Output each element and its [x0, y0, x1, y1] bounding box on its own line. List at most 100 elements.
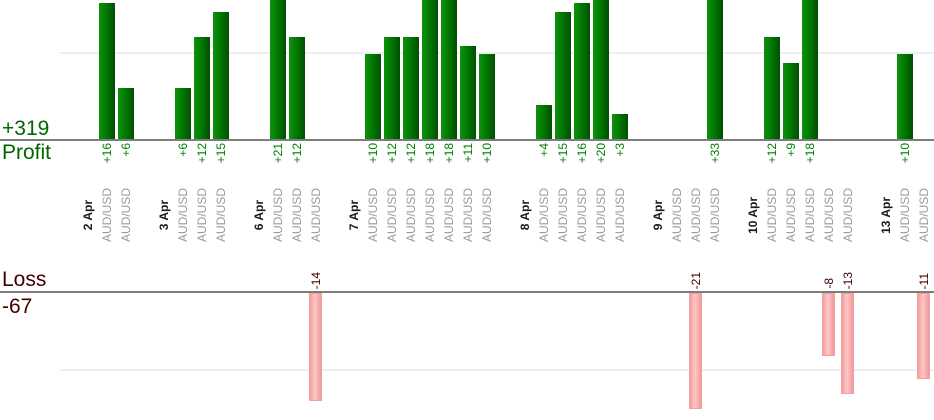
profit-bar	[763, 37, 780, 139]
instrument-label-wrap: AUD/USD	[477, 183, 496, 247]
instrument-label-wrap: AUD/USD	[439, 183, 458, 247]
trade-column: +16 AUD/USD	[572, 0, 591, 420]
trade-column: +10 AUD/USD	[895, 0, 914, 420]
instrument-label-wrap: AUD/USD	[705, 183, 724, 247]
profit-value-label-wrap: +21	[268, 143, 287, 163]
instrument-label-wrap: AUD/USD	[800, 183, 819, 247]
instrument-label: AUD/USD	[897, 187, 912, 242]
profit-value-label: +12	[289, 143, 304, 164]
group-spacer	[230, 0, 249, 420]
instrument-label-wrap: AUD/USD	[591, 183, 610, 247]
date-label-wrap: 8 Apr	[515, 183, 534, 247]
profit-value-label-wrap: +16	[97, 143, 116, 163]
profit-value-label-wrap: +33	[705, 143, 724, 163]
loss-total: -67	[2, 295, 33, 318]
date-column: 8 Apr	[515, 0, 534, 420]
trade-column: +18 AUD/USD	[439, 0, 458, 420]
instrument-label: AUD/USD	[118, 187, 133, 242]
profit-bar	[269, 0, 286, 139]
loss-value-label-wrap: -14	[306, 272, 325, 289]
loss-gridline	[60, 369, 934, 371]
profit-value-label-wrap: +12	[382, 143, 401, 163]
profit-bar	[554, 11, 571, 139]
instrument-label-wrap: AUD/USD	[914, 183, 933, 247]
profit-value-label: +20	[593, 143, 608, 164]
instrument-label-wrap: AUD/USD	[306, 183, 325, 247]
profit-bar	[592, 0, 609, 139]
date-column: 6 Apr	[249, 0, 268, 420]
date-column: 9 Apr	[648, 0, 667, 420]
instrument-label: AUD/USD	[422, 187, 437, 242]
instrument-label-wrap: AUD/USD	[762, 183, 781, 247]
instrument-label: AUD/USD	[669, 187, 684, 242]
loss-bar	[917, 293, 930, 379]
loss-bar	[309, 293, 322, 402]
date-column: 13 Apr	[876, 0, 895, 420]
profit-value-label: +12	[764, 143, 779, 164]
date-column: 7 Apr	[344, 0, 363, 420]
profit-bar	[193, 37, 210, 139]
instrument-label: AUD/USD	[612, 187, 627, 242]
profit-value-label: +15	[213, 143, 228, 164]
chart-plot-area: 2 Apr +16 AUD/USD +6 AUD/USD 3 Apr +6 AUD/USD +1…	[78, 0, 933, 420]
profit-value-label-wrap: +20	[591, 143, 610, 163]
date-label-wrap: 10 Apr	[743, 183, 762, 247]
group-spacer	[724, 0, 743, 420]
profit-value-label-wrap: +10	[363, 143, 382, 163]
instrument-label: AUD/USD	[688, 187, 703, 242]
profit-value-label: +10	[365, 143, 380, 164]
instrument-label: AUD/USD	[764, 187, 779, 242]
profit-bar	[212, 11, 229, 139]
profit-bar	[383, 37, 400, 139]
instrument-label-wrap: AUD/USD	[268, 183, 287, 247]
instrument-label-wrap: AUD/USD	[420, 183, 439, 247]
profit-value-label-wrap: +10	[477, 143, 496, 163]
instrument-label: AUD/USD	[441, 187, 456, 242]
profit-bar	[421, 0, 438, 139]
trade-column: +33 AUD/USD	[705, 0, 724, 420]
instrument-label: AUD/USD	[916, 187, 931, 242]
instrument-label-wrap: AUD/USD	[363, 183, 382, 247]
profit-value-label-wrap: +12	[192, 143, 211, 163]
trade-column: +10 AUD/USD	[363, 0, 382, 420]
instrument-label-wrap: AUD/USD	[667, 183, 686, 247]
trade-column: +16 AUD/USD	[97, 0, 116, 420]
date-column: 2 Apr	[78, 0, 97, 420]
profit-gridline	[60, 52, 934, 54]
trade-column: +12 AUD/USD	[287, 0, 306, 420]
trade-column: +12 AUD/USD	[401, 0, 420, 420]
profit-value-label-wrap: +3	[610, 143, 629, 157]
date-label: 13 Apr	[878, 196, 893, 234]
instrument-label-wrap: AUD/USD	[838, 183, 857, 247]
trade-column: +3 AUD/USD	[610, 0, 629, 420]
trade-column: +6 AUD/USD	[173, 0, 192, 420]
profit-value-label-wrap: +9	[781, 143, 800, 157]
trade-column: +20 AUD/USD	[591, 0, 610, 420]
profit-value-label: +6	[118, 143, 133, 157]
instrument-label-wrap: AUD/USD	[553, 183, 572, 247]
instrument-label: AUD/USD	[593, 187, 608, 242]
trade-column: +11 AUD/USD	[458, 0, 477, 420]
profit-value-label-wrap: +15	[553, 143, 572, 163]
instrument-label: AUD/USD	[555, 187, 570, 242]
profit-value-label: +33	[707, 143, 722, 164]
instrument-label: AUD/USD	[460, 187, 475, 242]
date-column: 3 Apr	[154, 0, 173, 420]
profit-axis-label: Profit	[2, 141, 52, 164]
date-label: 9 Apr	[650, 199, 665, 231]
profit-bar	[174, 88, 191, 139]
profit-bar	[706, 0, 723, 139]
instrument-label-wrap: AUD/USD	[382, 183, 401, 247]
profit-value-label: +16	[99, 143, 114, 164]
profit-value-label: +21	[270, 143, 285, 164]
profit-bar	[440, 0, 457, 139]
trade-column: +9 AUD/USD	[781, 0, 800, 420]
loss-axis-label: Loss	[2, 268, 47, 291]
instrument-label-wrap: AUD/USD	[534, 183, 553, 247]
loss-value-label-wrap: -13	[838, 272, 857, 289]
trade-column: +18 AUD/USD	[420, 0, 439, 420]
instrument-label: AUD/USD	[840, 187, 855, 242]
date-label: 8 Apr	[517, 199, 532, 231]
instrument-label: AUD/USD	[403, 187, 418, 242]
profit-value-label-wrap: +6	[116, 143, 135, 157]
